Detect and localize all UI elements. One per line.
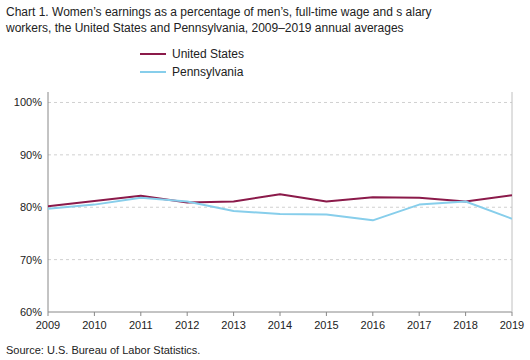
y-tick-label: 80% (20, 201, 42, 213)
x-tick (512, 312, 513, 316)
x-tick (372, 312, 373, 316)
y-tick-label: 100% (14, 96, 42, 108)
x-tick-label: 2016 (361, 319, 385, 331)
x-tick (280, 312, 281, 316)
grid-line (48, 102, 512, 103)
x-tick (326, 312, 327, 316)
x-tick-label: 2015 (314, 319, 338, 331)
plot-area (48, 194, 512, 220)
source-note: Source: U.S. Bureau of Labor Statistics. (6, 344, 200, 356)
x-tick (140, 312, 141, 316)
x-tick-label: 2014 (268, 319, 292, 331)
x-tick-label: 2019 (500, 319, 524, 331)
x-tick-label: 2010 (82, 319, 106, 331)
x-tick (187, 312, 188, 316)
y-tick-label: 60% (20, 306, 42, 318)
chart: Chart 1. Women’s earnings as a percentag… (0, 0, 530, 360)
x-tick (94, 312, 95, 316)
title: Chart 1. Women’s earnings as a percentag… (6, 5, 432, 19)
x-tick-label: 2009 (36, 319, 60, 331)
x-tick (419, 312, 420, 316)
legend-swatch (140, 53, 166, 55)
legend-label: United States (172, 47, 244, 61)
series-line (48, 198, 512, 221)
x-tick-label: 2013 (221, 319, 245, 331)
legend-label: Pennsylvania (172, 65, 244, 79)
legend-swatch (140, 71, 166, 73)
y-tick-label: 90% (20, 149, 42, 161)
x-tick-label: 2017 (407, 319, 431, 331)
series-line (48, 194, 512, 206)
x-tick (233, 312, 234, 316)
plot-border (512, 92, 513, 312)
x-tick-label: 2011 (129, 319, 153, 331)
y-axis (48, 92, 49, 312)
grid-line (48, 259, 512, 260)
x-tick-label: 2018 (453, 319, 477, 331)
x-tick-label: 2012 (175, 319, 199, 331)
subtitle: workers, the United States and Pennsylva… (5, 21, 404, 35)
grid-line (48, 207, 512, 208)
x-tick (48, 312, 49, 316)
grid-line (48, 154, 512, 155)
y-tick-label: 70% (20, 254, 42, 266)
x-tick (465, 312, 466, 316)
